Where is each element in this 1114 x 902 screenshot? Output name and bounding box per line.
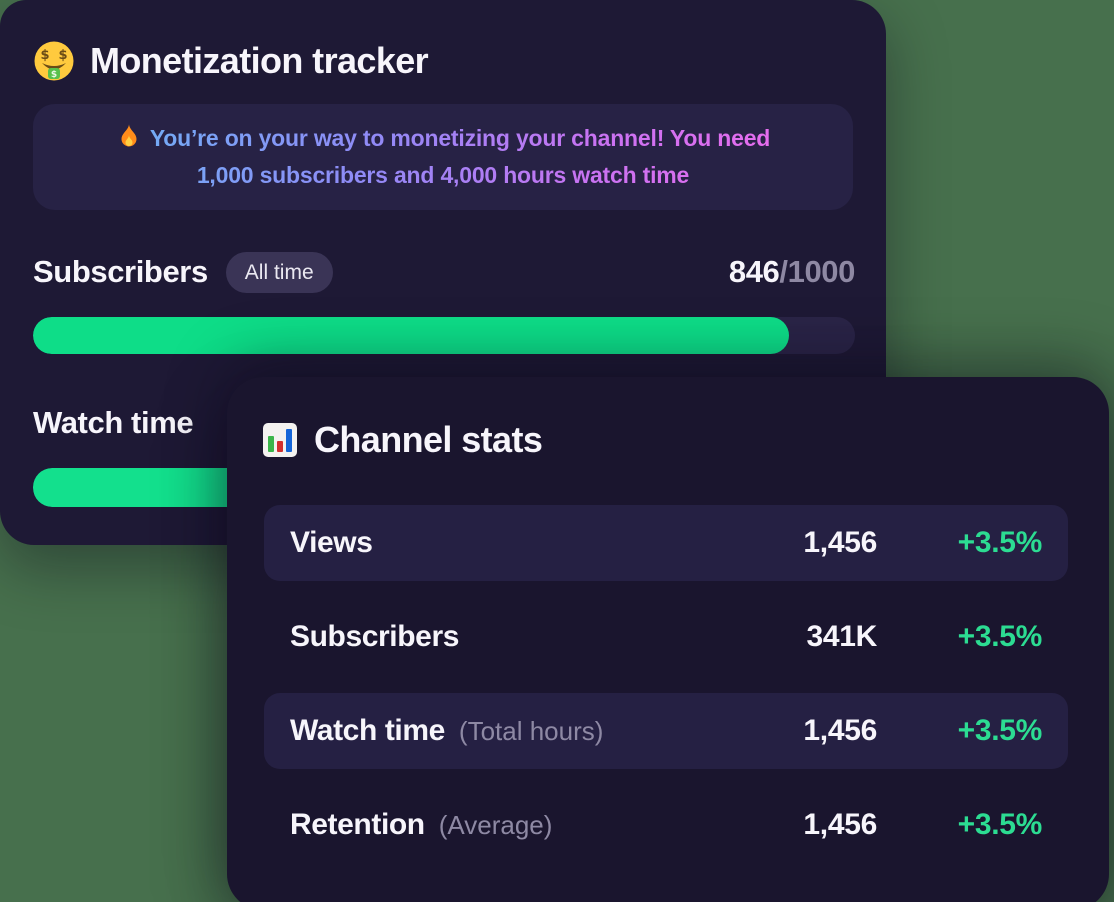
- monetization-title: Monetization tracker: [90, 40, 429, 81]
- subscribers-current: 846: [728, 254, 780, 289]
- fire-icon: [116, 122, 142, 150]
- all-time-filter-pill[interactable]: All time: [225, 251, 333, 293]
- monetization-tracker-card: $ $ $ Monetization tracker You’r: [0, 0, 886, 545]
- stat-label: Watch time: [290, 714, 445, 747]
- stat-value: 1,456: [803, 526, 877, 559]
- stat-value: 341K: [806, 620, 877, 653]
- subscribers-goal-value: 846/1000: [728, 254, 856, 290]
- channel-stats-card: Channel stats Views 1,456 +3.5% Subscrib…: [227, 377, 1109, 902]
- money-mouth-face-icon: $ $ $: [33, 40, 75, 82]
- svg-text:$: $: [58, 48, 67, 63]
- stat-value: 1,456: [803, 714, 877, 747]
- subscribers-progress-fill: [33, 317, 790, 354]
- bar-chart-icon: [261, 421, 299, 459]
- monetization-header: $ $ $ Monetization tracker: [33, 40, 429, 82]
- monetization-banner-text: You’re on your way to monetizing your ch…: [116, 120, 770, 194]
- stat-label: Views: [290, 526, 373, 559]
- stat-label: Subscribers: [290, 620, 460, 653]
- stat-label: Retention: [290, 808, 425, 841]
- subscribers-metric-row: Subscribers All time 846/1000: [33, 250, 855, 294]
- watch-time-label: Watch time: [33, 405, 194, 440]
- stat-row-watch-time: Watch time (Total hours) 1,456 +3.5%: [264, 693, 1068, 769]
- svg-text:$: $: [51, 70, 57, 80]
- stat-change: +3.5%: [957, 526, 1043, 559]
- goal-separator: /: [779, 254, 788, 289]
- stat-change: +3.5%: [957, 620, 1043, 653]
- stat-row-retention: Retention (Average) 1,456 +3.5%: [264, 787, 1068, 863]
- channel-stats-title: Channel stats: [314, 419, 543, 460]
- subscribers-progress-track: [33, 317, 855, 354]
- monetization-banner: You’re on your way to monetizing your ch…: [33, 104, 853, 210]
- stat-sublabel: (Total hours): [458, 715, 604, 746]
- banner-line1: You’re on your way to monetizing your ch…: [149, 125, 771, 151]
- subscribers-goal: 1000: [787, 254, 856, 289]
- stat-row-subscribers: Subscribers 341K +3.5%: [264, 599, 1068, 675]
- stat-sublabel: (Average): [438, 809, 553, 840]
- stat-change: +3.5%: [957, 808, 1043, 841]
- subscribers-label: Subscribers: [33, 254, 208, 289]
- svg-text:$: $: [40, 48, 49, 63]
- stat-change: +3.5%: [957, 714, 1043, 747]
- banner-line2: 1,000 subscribers and 4,000 hours watch …: [196, 162, 690, 188]
- stat-value: 1,456: [803, 808, 877, 841]
- channel-stats-header: Channel stats: [261, 419, 543, 461]
- stat-row-views: Views 1,456 +3.5%: [264, 505, 1068, 581]
- channel-stats-rows: Views 1,456 +3.5% Subscribers 341K +3.5%…: [264, 505, 1068, 881]
